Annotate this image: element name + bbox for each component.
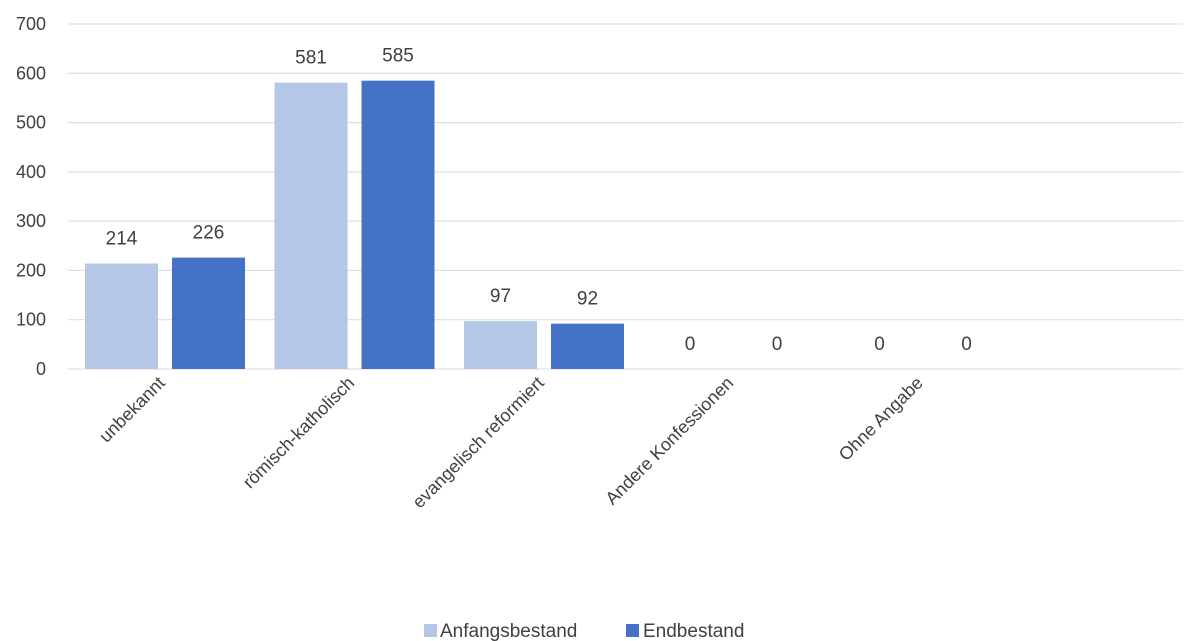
y-tick-label: 100 (16, 310, 46, 330)
data-label: 92 (577, 289, 598, 310)
legend: Anfangsbestand Endbestand (424, 621, 744, 641)
bars (85, 80, 624, 370)
bar-endbestand-2 (551, 323, 624, 369)
legend-label: Endbestand (643, 621, 744, 641)
bar-endbestand-1 (361, 80, 435, 369)
data-label: 585 (382, 46, 414, 67)
legend-swatch-endbestand (626, 624, 639, 637)
x-tick-label: unbekannt (95, 373, 169, 447)
bar-anfangsbestand-0 (85, 263, 158, 369)
y-tick-label: 200 (16, 260, 46, 280)
data-label: 0 (961, 334, 972, 355)
x-tick-label: evangelisch reformiert (408, 373, 547, 512)
x-tick-label: Ohne Angabe (835, 373, 927, 465)
legend-label: Anfangsbestand (440, 621, 577, 641)
bar-endbestand-0 (172, 257, 245, 369)
data-label: 226 (193, 223, 225, 244)
y-tick-label: 500 (16, 113, 46, 133)
data-label: 214 (106, 229, 138, 250)
legend-swatch-anfangsbestand (424, 624, 437, 637)
data-label: 0 (874, 334, 885, 355)
y-tick-label: 300 (16, 211, 46, 231)
data-label: 0 (772, 334, 783, 355)
y-tick-label: 600 (16, 63, 46, 83)
bar-anfangsbestand-1 (274, 82, 348, 370)
gridlines (68, 23, 1183, 370)
data-labels: 214 226 581 585 97 92 0 0 0 0 (106, 46, 972, 355)
x-tick-label: Andere Konfessionen (601, 373, 737, 509)
y-tick-label: 400 (16, 162, 46, 182)
data-label: 581 (295, 48, 327, 69)
data-label: 97 (490, 286, 511, 307)
x-axis-labels: unbekannt römisch-katholisch evangelisch r… (95, 373, 927, 512)
bar-anfangsbestand-2 (464, 321, 537, 369)
data-label: 0 (685, 334, 696, 355)
y-tick-label: 700 (16, 14, 46, 34)
y-axis-ticks: 0 100 200 300 400 500 600 700 (16, 14, 46, 379)
y-tick-label: 0 (36, 359, 46, 379)
x-tick-label: römisch-katholisch (239, 373, 359, 493)
